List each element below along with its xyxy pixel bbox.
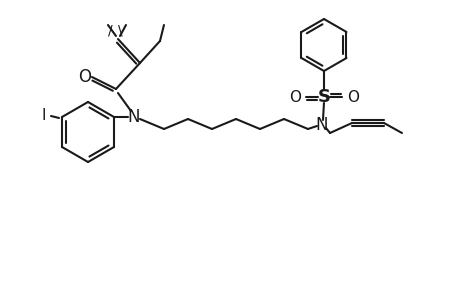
Text: N: N [315, 116, 328, 134]
Text: O: O [288, 89, 300, 104]
Text: I: I [42, 107, 46, 122]
Text: /: / [107, 23, 112, 37]
Text: O: O [346, 89, 358, 104]
Text: S: S [317, 88, 330, 106]
Text: \: \ [118, 23, 122, 37]
Text: O: O [78, 68, 91, 86]
Text: N: N [128, 108, 140, 126]
